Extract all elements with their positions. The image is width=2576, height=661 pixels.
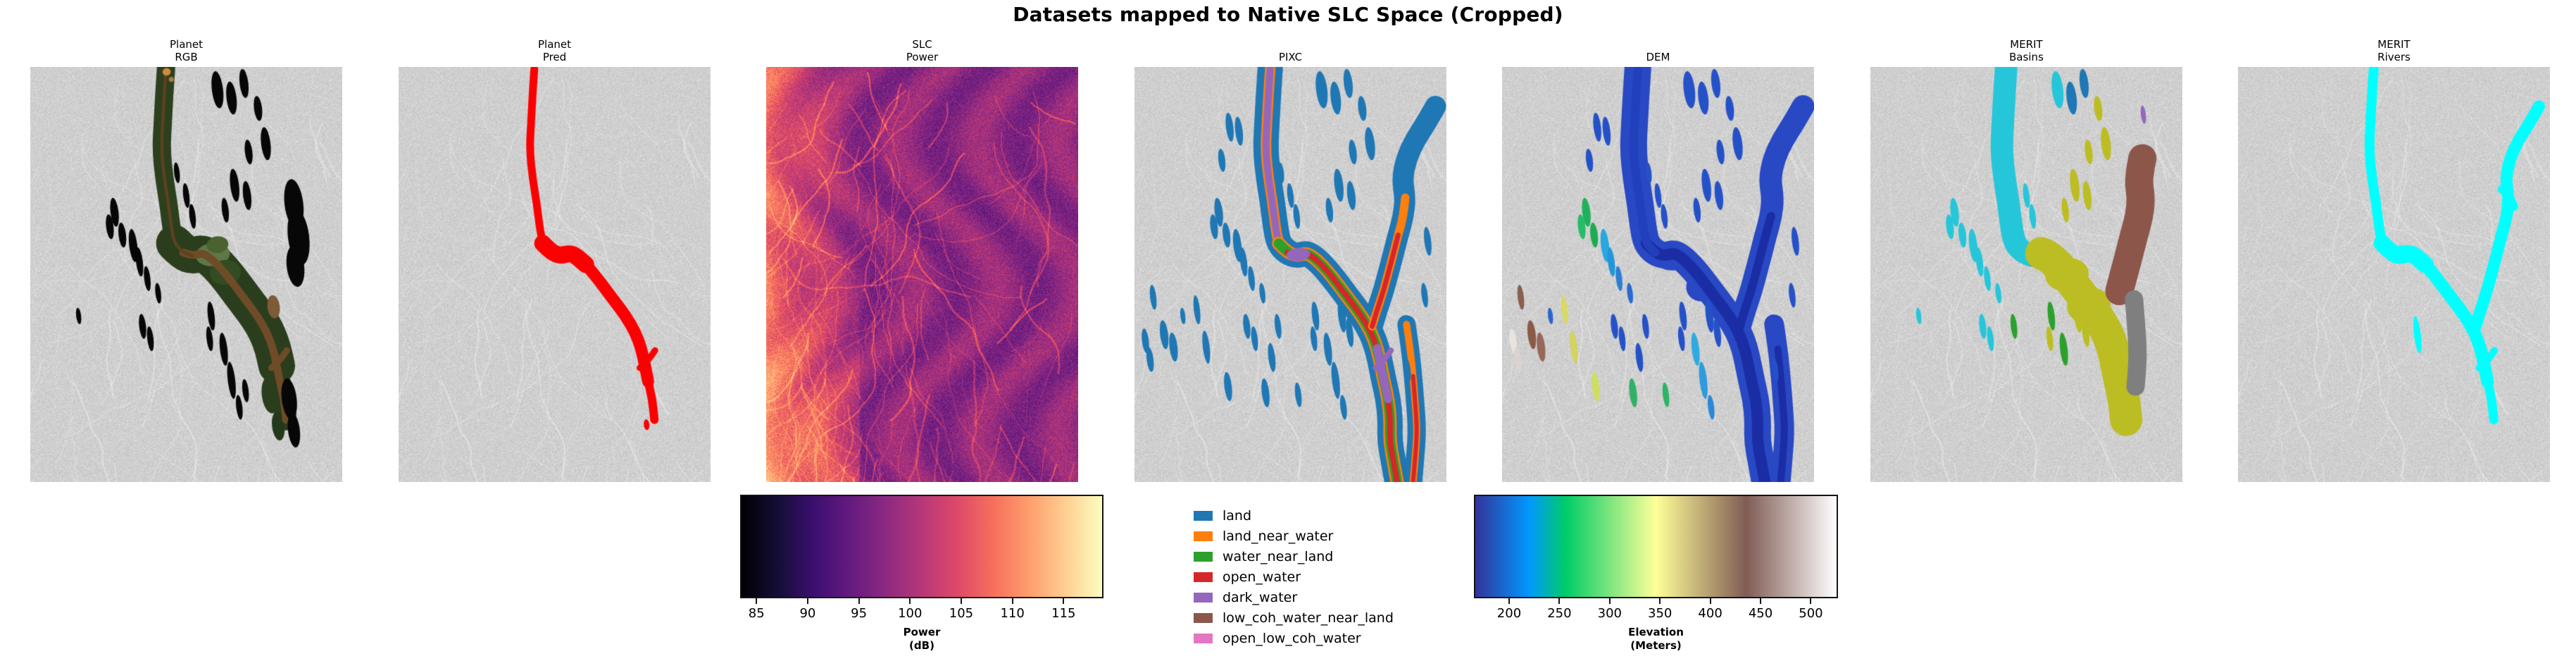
legend-swatch-low_coh_water_near_land — [1194, 612, 1213, 623]
colorbar-tick — [960, 598, 962, 604]
colorbar-tick-label: 105 — [949, 606, 974, 621]
colorbar-elevation: 200 250 300 350 400 450 500 Elevation (Meters) — [1474, 495, 1838, 652]
colorbar-tick — [1063, 598, 1065, 604]
panel-dem — [1502, 67, 1814, 482]
legend-row-land: land — [1194, 505, 1394, 526]
legend-label: open_water — [1223, 569, 1301, 585]
colorbar-tick-label: 250 — [1547, 606, 1572, 621]
legend-swatch-land_near_water — [1194, 531, 1213, 541]
panel-title-merit-rivers: MERIT Rivers — [2238, 32, 2550, 63]
legend-swatch-dark_water — [1194, 592, 1213, 603]
colorbar-tick — [1558, 598, 1561, 604]
colorbar-tick — [1760, 598, 1762, 604]
panel-title-line: MERIT — [2010, 38, 2043, 51]
legend-swatch-open_low_coh_water — [1194, 633, 1213, 643]
legend-label: land — [1223, 507, 1252, 524]
colorbar-tick-label: 400 — [1698, 606, 1722, 621]
panel-title-line: SLC — [912, 38, 932, 51]
colorbar-tick — [1608, 598, 1611, 604]
legend-row-water_near_land: water_near_land — [1194, 546, 1394, 567]
panel-title-line: Planet — [537, 38, 572, 51]
colorbar-elevation-label: Elevation (Meters) — [1474, 626, 1838, 653]
legend-label: water_near_land — [1223, 548, 1334, 564]
panel-title-dem: DEM — [1502, 32, 1814, 63]
panel-title-planet-pred: Planet Pred — [399, 32, 711, 63]
colorbar-power: 85 90 95 100 105 110 115 Power (dB) — [740, 495, 1103, 652]
panel-image-slc-power — [766, 67, 1078, 482]
colorbar-tick — [756, 598, 758, 604]
colorbar-tick-label: 100 — [898, 606, 923, 621]
panel-merit-basins — [1870, 67, 2182, 482]
colorbar-tick-label: 115 — [1051, 606, 1076, 621]
panel-title-line: Basins — [2009, 51, 2044, 63]
legend-row-open_water: open_water — [1194, 567, 1394, 587]
panel-title-planet-rgb: Planet RGB — [30, 32, 342, 63]
colorbar-tick-label: 110 — [1000, 606, 1025, 621]
colorbar-tick — [1011, 598, 1013, 604]
legend-row-land_near_water: land_near_water — [1194, 526, 1394, 546]
colorbar-tick — [1709, 598, 1711, 604]
colorbar-tick-label: 350 — [1648, 606, 1672, 621]
colorbar-power-label: Power (dB) — [740, 626, 1103, 653]
panel-title-slc-power: SLC Power — [766, 32, 1078, 63]
colorbar-tick — [1508, 598, 1510, 604]
legend-row-low_coh_water_near_land: low_coh_water_near_land — [1194, 607, 1394, 628]
panel-planet-rgb — [30, 67, 342, 482]
panel-image-merit-rivers — [2238, 67, 2550, 482]
legend-row-dark_water: dark_water — [1194, 587, 1394, 607]
colorbar-tick-label: 500 — [1799, 606, 1823, 621]
panel-title-line: RGB — [175, 51, 198, 63]
panel-slc-power — [766, 67, 1078, 482]
legend-swatch-land — [1194, 510, 1213, 521]
panel-title-line: Rivers — [2377, 51, 2411, 63]
panel-title-pixc: PIXC — [1134, 32, 1446, 63]
panel-title-line: Power — [906, 51, 939, 63]
colorbar-tick-label: 450 — [1748, 606, 1773, 621]
panel-image-pixc — [1134, 67, 1446, 482]
panel-title-line: Planet — [169, 38, 204, 51]
colorbar-elevation-label-unit: (Meters) — [1630, 639, 1682, 652]
colorbar-power-gradient — [740, 495, 1103, 598]
panel-title-line: Pred — [542, 51, 567, 63]
colorbar-elevation-gradient — [1474, 495, 1838, 598]
colorbar-tick-label: 95 — [851, 606, 868, 621]
colorbar-tick — [806, 598, 808, 604]
colorbar-tick — [1659, 598, 1661, 604]
legend-row-open_low_coh_water: open_low_coh_water — [1194, 628, 1394, 648]
panel-image-planet-rgb — [30, 67, 342, 482]
panel-title-merit-basins: MERIT Basins — [1870, 32, 2182, 63]
panel-image-dem — [1502, 67, 1814, 482]
colorbar-tick-label: 90 — [799, 606, 816, 621]
legend-label: dark_water — [1223, 589, 1298, 605]
panel-planet-pred — [399, 67, 711, 482]
panel-image-merit-basins — [1870, 67, 2182, 482]
figure-title: Datasets mapped to Native SLC Space (Cro… — [1013, 3, 1563, 26]
legend-label: low_coh_water_near_land — [1223, 610, 1394, 626]
panel-title-line: PIXC — [1278, 51, 1303, 63]
panel-merit-rivers — [2238, 67, 2550, 482]
legend-label: land_near_water — [1223, 528, 1334, 544]
panel-pixc — [1134, 67, 1446, 482]
panel-title-line: DEM — [1646, 51, 1670, 63]
colorbar-tick — [909, 598, 911, 604]
legend: land land_near_water water_near_land open_w… — [1194, 505, 1394, 648]
legend-swatch-open_water — [1194, 572, 1213, 582]
legend-label: open_low_coh_water — [1223, 630, 1361, 646]
panel-title-line: MERIT — [2377, 38, 2411, 51]
colorbar-tick-label: 85 — [748, 606, 765, 621]
legend-swatch-water_near_land — [1194, 551, 1213, 562]
colorbar-tick-label: 200 — [1496, 606, 1522, 621]
colorbar-power-label-name: Power — [903, 626, 941, 638]
colorbar-tick-label: 300 — [1597, 606, 1622, 621]
colorbar-tick — [1810, 598, 1812, 604]
colorbar-elevation-label-name: Elevation — [1628, 626, 1684, 638]
colorbar-power-label-unit: (dB) — [909, 639, 934, 652]
panel-image-planet-pred — [399, 67, 711, 482]
colorbar-tick — [858, 598, 860, 604]
